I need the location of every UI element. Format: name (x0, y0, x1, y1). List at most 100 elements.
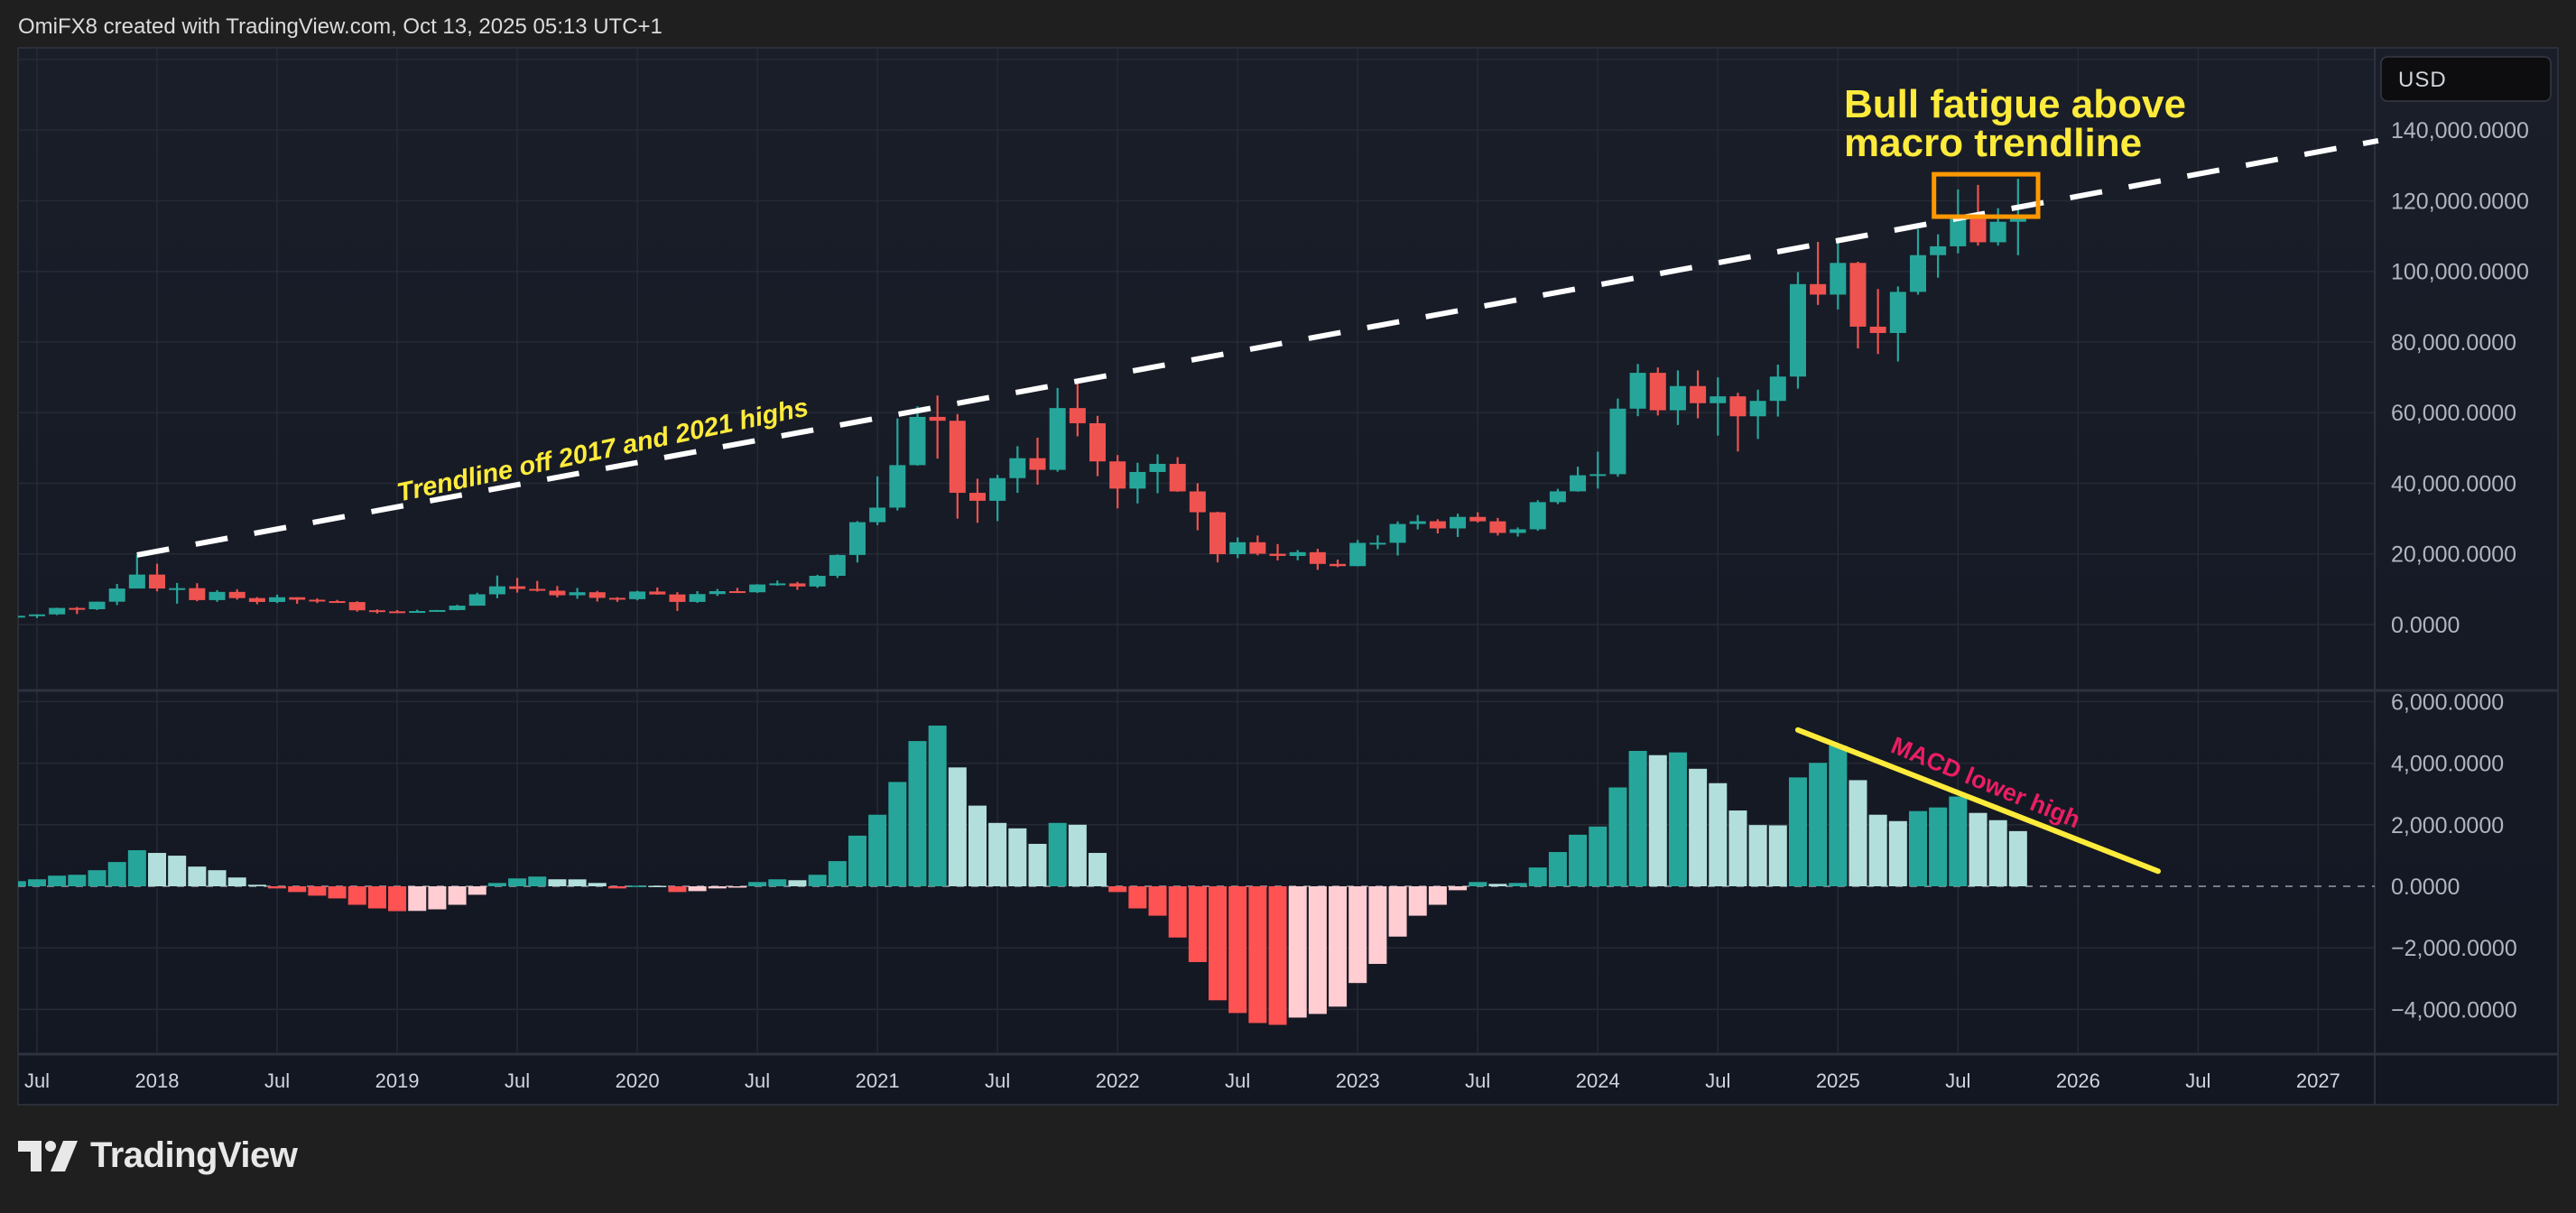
macd-bar (1048, 822, 1067, 886)
macd-bar (1068, 824, 1087, 886)
candle (29, 614, 45, 618)
candle-body (809, 576, 826, 587)
macd-tick-label: 6,000.0000 (2391, 690, 2504, 715)
candle (149, 563, 166, 592)
candle-body (669, 594, 686, 602)
highlight-box[interactable] (1932, 171, 2041, 219)
candlestick-series (18, 179, 2026, 618)
macd-bar (1128, 886, 1147, 909)
candle (1710, 377, 1727, 436)
candle-body (1810, 283, 1827, 295)
currency-box[interactable] (2380, 56, 2552, 102)
macd-bar (1528, 867, 1547, 886)
time-tick-label: 2018 (135, 1069, 180, 1092)
candle-body (329, 601, 346, 604)
candle (169, 582, 186, 604)
macd-bar (1368, 886, 1387, 965)
candle-body (1849, 263, 1867, 327)
candle (1830, 237, 1847, 310)
tradingview-logo[interactable]: TradingView (18, 1135, 298, 1176)
macd-bar (768, 879, 787, 886)
candle-body (1429, 521, 1446, 529)
macd-bar (1209, 886, 1228, 1001)
candle (269, 594, 286, 604)
macd-bar (328, 886, 347, 899)
macd-bar (508, 878, 527, 886)
candle (1249, 535, 1266, 556)
macro-trendline[interactable] (136, 137, 2379, 558)
candle-body (269, 597, 286, 602)
candle-body (1309, 551, 1326, 564)
candle (689, 590, 706, 603)
time-tick-label: 2024 (1576, 1069, 1620, 1092)
macd-bar (428, 886, 447, 910)
time-tick-label: Jul (1225, 1069, 1250, 1092)
candle (1849, 261, 1867, 349)
candle (608, 597, 625, 602)
candle-body (1889, 292, 1906, 333)
candle-body (1209, 512, 1227, 555)
macd-bar (828, 861, 847, 886)
macd-bar (1188, 886, 1207, 962)
chart-attribution: OmiFX8 created with TradingView.com, Oct… (18, 14, 663, 39)
candle (1089, 415, 1107, 477)
candle-body (1789, 283, 1806, 377)
candle-body (728, 591, 746, 594)
candle (49, 607, 66, 616)
macd-axis[interactable]: 6,000.0000 4,000.0000 2,000.0000 0.0000 −2,0… (2391, 690, 2517, 1023)
candle (88, 601, 106, 610)
macd-bar (448, 886, 467, 905)
macd-bar (1589, 826, 1608, 886)
candle (189, 583, 206, 602)
candle-body (1369, 542, 1386, 545)
macd-bar (1548, 852, 1567, 886)
currency-button[interactable]: USD (2380, 56, 2552, 102)
candle (1269, 543, 1286, 560)
macd-bar (888, 782, 907, 886)
candle-body (348, 602, 366, 611)
candle-body (1389, 523, 1406, 543)
macd-bar (788, 880, 807, 886)
macd-bar (1709, 782, 1728, 886)
macd-bar (1868, 814, 1887, 886)
macd-bar (1469, 882, 1487, 886)
candle-body (88, 601, 106, 610)
price-tick-label: 60,000.0000 (2391, 401, 2516, 426)
macd-bar (1329, 886, 1348, 1007)
macd-bar (68, 875, 87, 886)
time-axis[interactable]: Jul 2018 Jul 2019 Jul 2020 Jul 2021 Jul 2022 Jul 20… (24, 1069, 2340, 1092)
macd-bar (1908, 810, 1927, 886)
macd-trendline[interactable] (1794, 727, 2162, 875)
candle-body (829, 554, 846, 577)
macd-bar (1648, 755, 1667, 886)
candle-body (1129, 471, 1146, 489)
macd-bar (1168, 886, 1187, 938)
macd-bar (1608, 787, 1627, 886)
macd-bar (708, 886, 727, 889)
candle (348, 601, 366, 612)
macd-bar (1089, 853, 1107, 886)
candle (669, 592, 686, 611)
candle-body (488, 586, 505, 595)
macd-bar (1148, 886, 1167, 916)
time-tick-label: Jul (505, 1069, 530, 1092)
macd-bar (208, 870, 227, 886)
price-axis[interactable]: 140,000.0000 120,000.0000 100,000.0000 80,0… (2391, 118, 2529, 638)
candle-body (169, 588, 186, 590)
candle-body (529, 588, 546, 591)
candle (309, 598, 326, 604)
candle-body (1969, 215, 1987, 243)
macd-bar (808, 875, 827, 886)
macd-bar (908, 741, 927, 886)
price-tick-label: 20,000.0000 (2391, 542, 2516, 568)
candle (1189, 483, 1206, 531)
candle-body (709, 591, 726, 595)
candle-body (49, 607, 66, 615)
candle-body (1469, 516, 1487, 522)
candle-body (1330, 563, 1347, 567)
candle (368, 609, 385, 614)
candle-body (749, 584, 766, 593)
candle (1169, 457, 1186, 492)
candle (1769, 365, 1786, 417)
